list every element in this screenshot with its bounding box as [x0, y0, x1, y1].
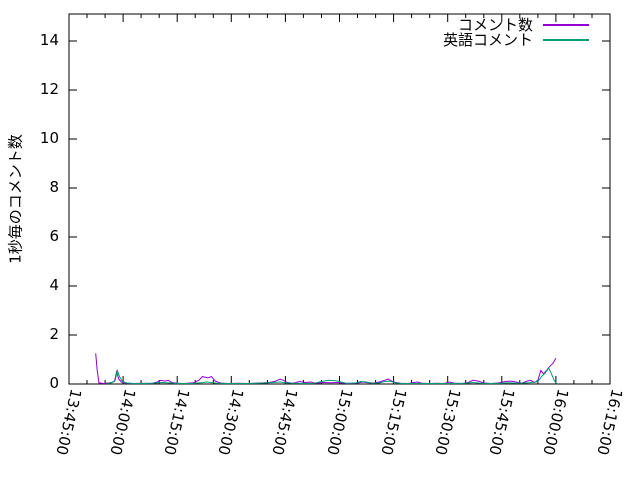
series-line-1 — [106, 367, 557, 385]
y-tick-label: 0 — [49, 374, 59, 392]
axis-ticks — [68, 14, 611, 385]
legend-label-english-comments: 英語コメント — [442, 31, 533, 49]
y-tick-label: 12 — [39, 80, 59, 98]
y-tick-label: 6 — [49, 227, 59, 245]
y-tick-label: 4 — [49, 276, 59, 294]
legend: コメント数 英語コメント — [442, 16, 589, 49]
y-tick-label: 10 — [39, 129, 59, 147]
legend-label-comments: コメント数 — [457, 16, 533, 34]
y-tick-label: 8 — [49, 178, 59, 196]
y-tick-label: 2 — [49, 325, 59, 343]
series-line-0 — [95, 353, 557, 385]
legend-item-english-comments: 英語コメント — [442, 31, 589, 49]
legend-line-sample-english-comments — [543, 38, 589, 41]
plot-border — [68, 13, 611, 385]
legend-item-comments: コメント数 — [443, 16, 589, 34]
y-tick-label: 14 — [39, 31, 59, 49]
legend-line-sample-comments — [543, 23, 589, 26]
